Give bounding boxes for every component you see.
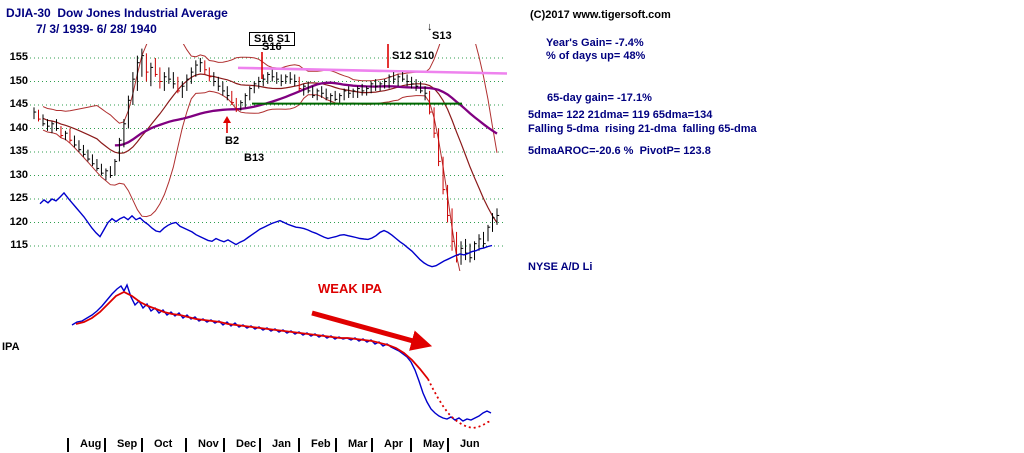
65dma-line <box>114 81 498 147</box>
lower-band-line <box>42 90 461 271</box>
signal-label-s13: S13 <box>432 30 452 42</box>
month-label-apr: Apr <box>384 438 403 450</box>
ipa-panel-label: IPA <box>2 341 20 353</box>
month-label-may: May <box>423 438 445 450</box>
y-axis-label: 130 <box>9 168 28 181</box>
y-axis-label: 150 <box>9 74 28 87</box>
month-label-sep: Sep <box>117 438 138 450</box>
month-label-jan: Jan <box>272 438 291 450</box>
nyse-ad-line-label: NYSE A/D Li <box>528 261 593 273</box>
days-up: % of days up= 48% <box>546 50 646 62</box>
y-axis-label: 115 <box>10 239 28 251</box>
y-axis-label: 155 <box>9 51 28 63</box>
aroc-pivot: 5dmaAROC=-20.6 % PivotP= 123.8 <box>528 145 711 157</box>
signal-label-b13: B13 <box>244 152 265 164</box>
month-label-dec: Dec <box>236 438 257 450</box>
month-label-feb: Feb <box>311 438 331 450</box>
nyse-ad-line <box>39 191 493 268</box>
signal-label-b2: B2 <box>225 135 240 147</box>
month-label-mar: Mar <box>348 438 368 450</box>
resistance-pink-line <box>237 66 508 75</box>
month-label-nov: Nov <box>198 438 219 450</box>
y-axis-label: 145 <box>9 98 28 110</box>
y-axis-label: 135 <box>9 145 28 157</box>
signal-label--: ↓ <box>427 21 433 33</box>
dma-trend: Falling 5-dma rising 21-dma falling 65-d… <box>528 123 757 135</box>
years-gain: Year's Gain= -7.4% <box>546 37 644 49</box>
month-label-jun: Jun <box>460 438 480 450</box>
chart-date-range: 7/ 3/ 1939- 6/ 28/ 1940 <box>36 22 157 36</box>
copyright: (C)2017 www.tigersoft.com <box>530 9 671 21</box>
ipa-line <box>71 283 492 422</box>
weak-ipa-arrow-icon <box>311 310 433 351</box>
signal-label-s16-s1: S16 S1 <box>249 32 296 46</box>
y-axis-label: 125 <box>9 192 28 204</box>
21dma-line <box>42 73 498 224</box>
ipa-ma-projection-line <box>427 378 493 429</box>
price-panel <box>33 44 508 271</box>
signal-label-s16: S16 <box>262 41 282 53</box>
gain-65day: 65-day gain= -17.1% <box>547 92 652 104</box>
y-axis-label: 140 <box>9 121 28 134</box>
month-label-aug: Aug <box>80 438 102 450</box>
month-label-oct: Oct <box>154 438 173 450</box>
chart-title: DJIA-30 Dow Jones Industrial Average <box>6 6 228 20</box>
weak-ipa-annotation: WEAK IPA <box>318 281 383 296</box>
signal-label-s12-s10: S12 S10 <box>392 50 435 62</box>
price-axis: 155 150 145 140 135 130 125 120 115 <box>0 0 28 300</box>
ipa-ma-line <box>75 290 429 380</box>
y-axis-label: 120 <box>9 215 28 228</box>
dma-values: 5dma= 122 21dma= 119 65dma=134 <box>528 109 713 121</box>
